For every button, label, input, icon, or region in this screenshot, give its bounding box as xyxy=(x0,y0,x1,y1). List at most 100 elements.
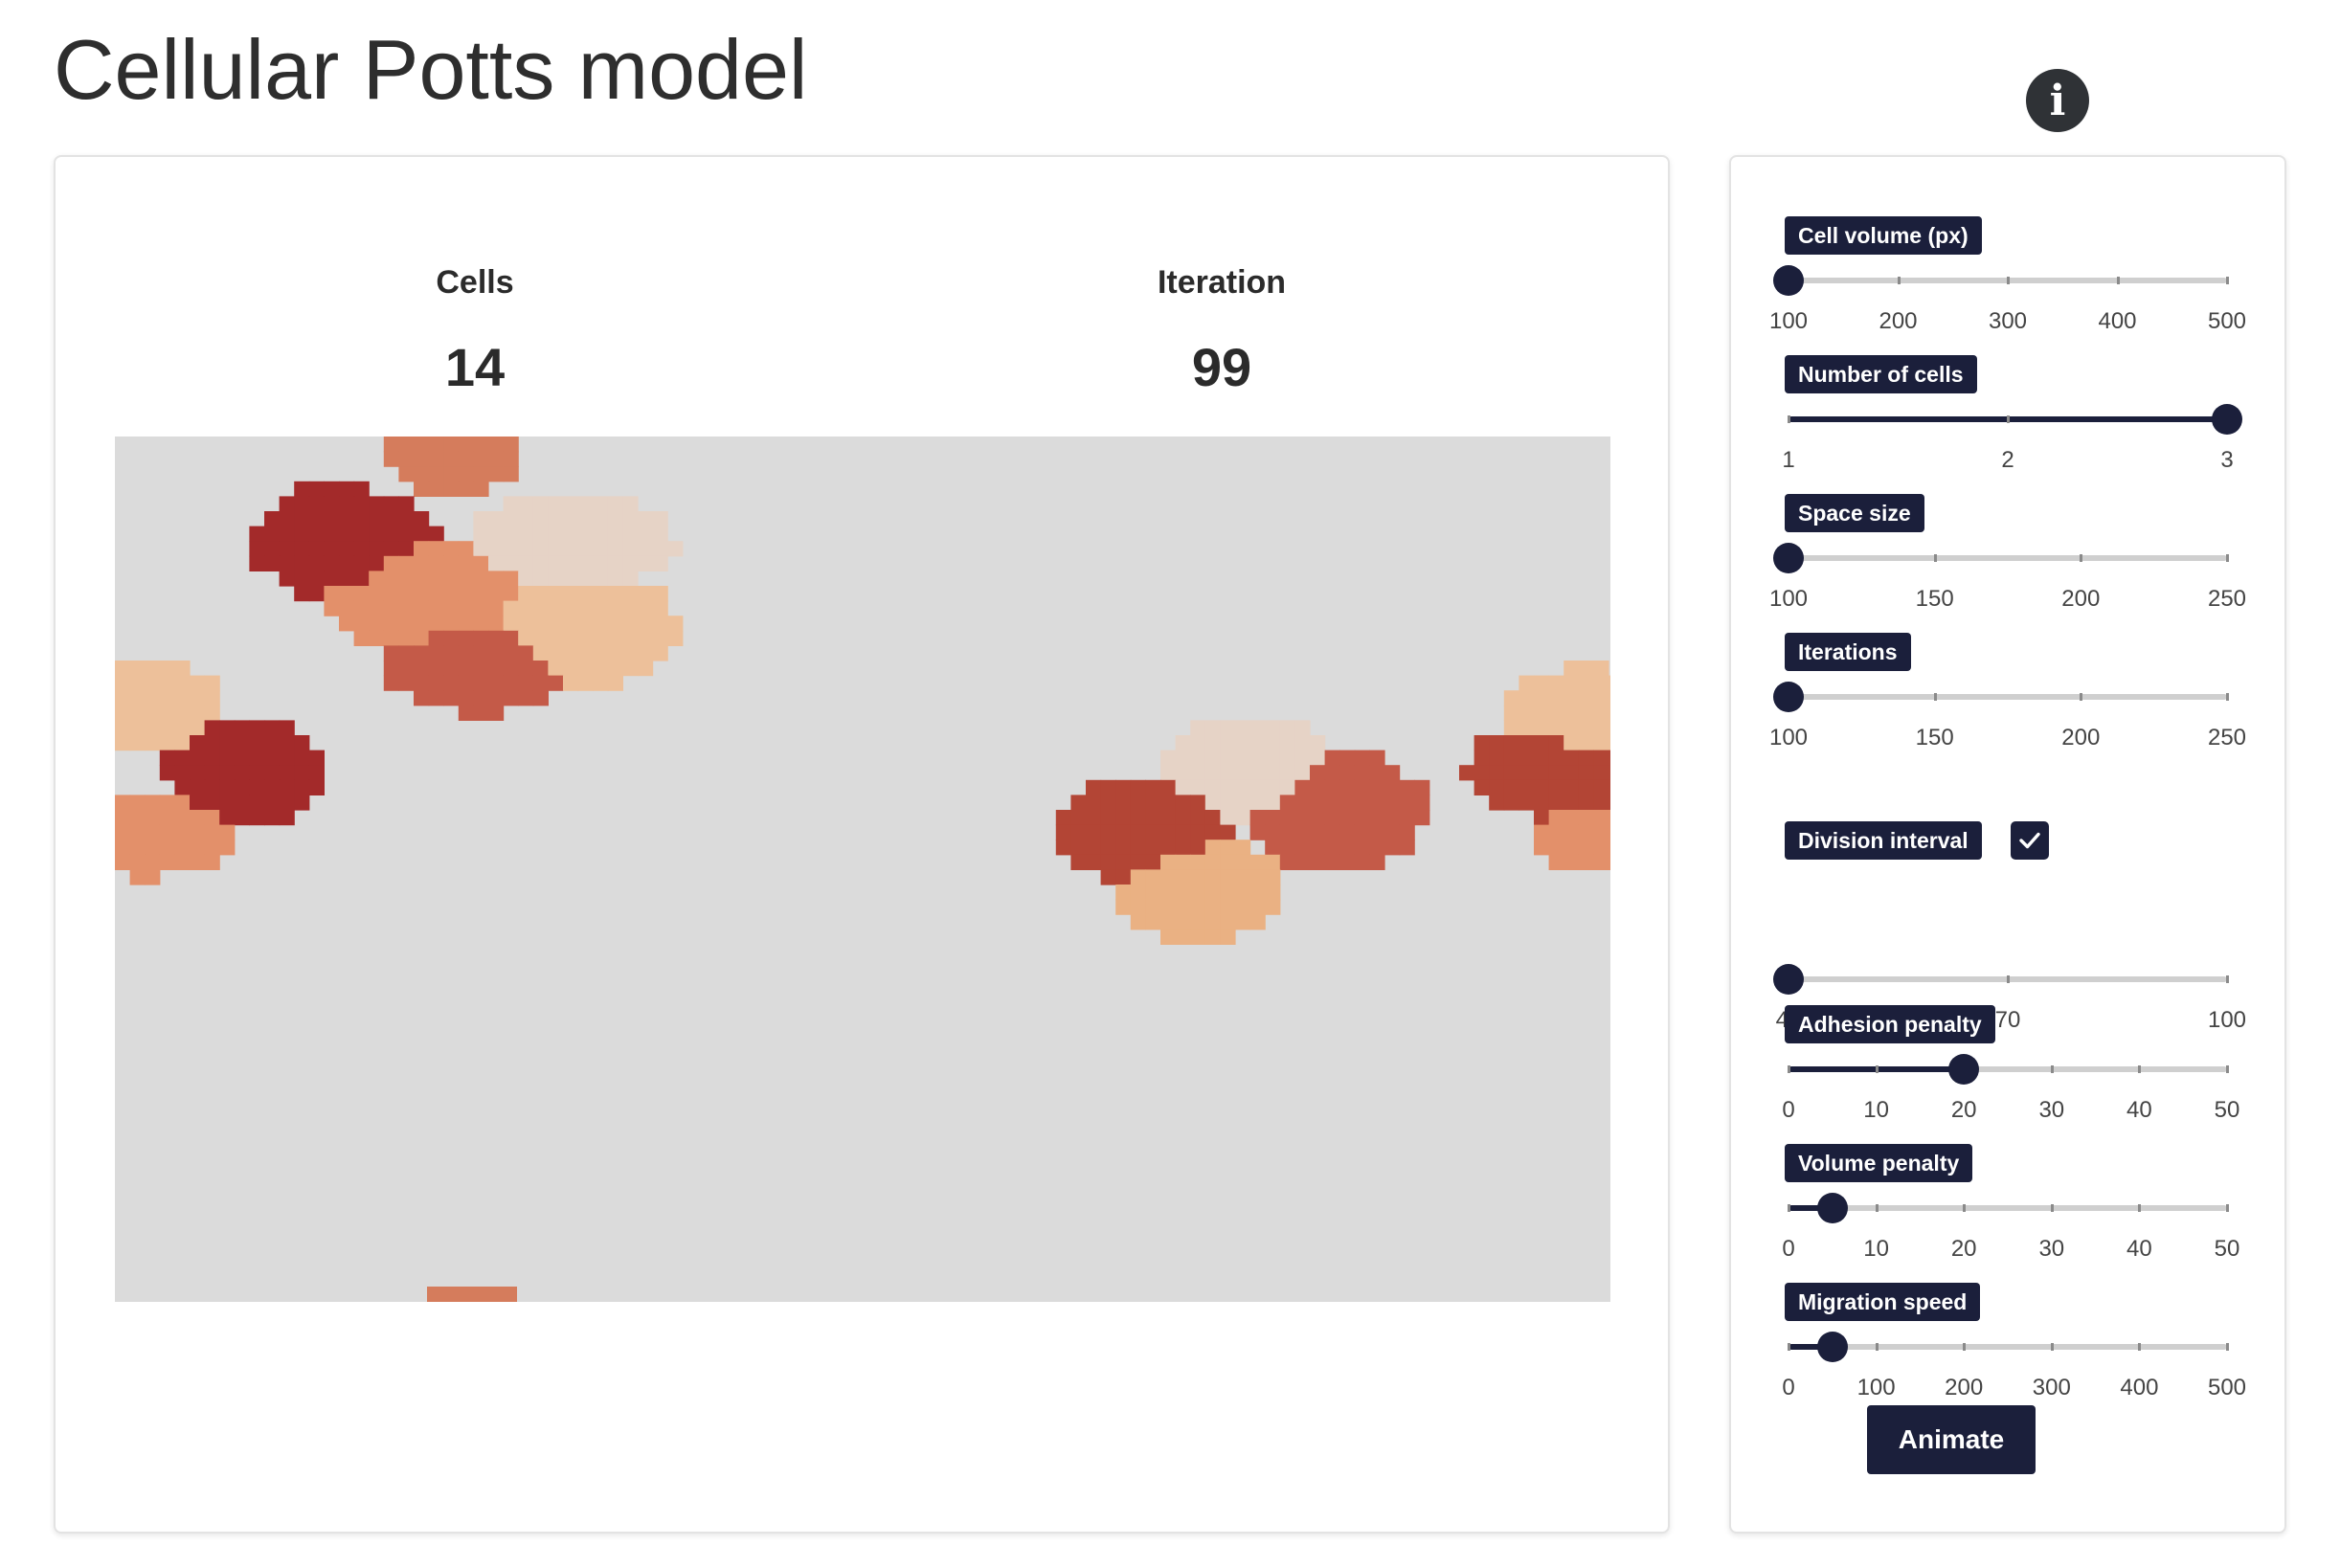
cell-pixel xyxy=(204,750,220,766)
cell-pixel xyxy=(488,645,505,661)
cell-pixel xyxy=(593,541,609,557)
cell-pixel xyxy=(1339,854,1356,870)
cell-pixel xyxy=(1519,690,1535,706)
cell-pixel xyxy=(1070,824,1087,840)
iterations-slider[interactable] xyxy=(1773,682,2229,712)
space-size-slider[interactable] xyxy=(1773,543,2229,573)
volume-penalty-tick-label: 10 xyxy=(1863,1236,1889,1262)
cell-pixel xyxy=(1564,675,1580,691)
info-button[interactable]: i xyxy=(2026,69,2089,132)
control-space-size: Space size 100 150 200 250 xyxy=(1731,494,2288,638)
cell-pixel xyxy=(1160,765,1177,781)
cell-volume-slider-thumb[interactable] xyxy=(1773,265,1804,296)
cell-pixel xyxy=(1265,840,1281,856)
division-interval-slider-thumb[interactable] xyxy=(1773,964,1804,995)
cell-pixel xyxy=(174,840,191,856)
cell-pixel xyxy=(1564,690,1580,706)
cell-pixel xyxy=(129,810,146,826)
cell-pixel xyxy=(1145,824,1161,840)
cell-pixel xyxy=(308,541,325,557)
cell-volume-slider[interactable] xyxy=(1773,265,2229,296)
cell-pixel xyxy=(1339,795,1356,811)
cell-pixel xyxy=(1548,824,1564,840)
cell-pixel xyxy=(279,541,295,557)
cell-pixel xyxy=(1279,735,1295,751)
cell-pixel xyxy=(145,810,161,826)
cell-pixel xyxy=(1564,750,1580,766)
cell-pixel xyxy=(1145,914,1161,930)
cell-pixel xyxy=(1175,854,1191,870)
migration-speed-slider-thumb[interactable] xyxy=(1816,1332,1848,1362)
cell-pixel xyxy=(1593,675,1609,691)
cell-pixel xyxy=(443,645,460,661)
cell-pixel xyxy=(548,555,564,571)
cell-pixel xyxy=(383,571,399,587)
division-interval-slider-tick xyxy=(2007,975,2010,983)
cell-pixel xyxy=(1279,824,1295,840)
cell-pixel xyxy=(369,586,385,602)
adhesion-penalty-slider[interactable] xyxy=(1788,1054,2229,1085)
cell-pixel xyxy=(488,600,505,616)
cell-pixel xyxy=(308,526,325,542)
adhesion-penalty-slider-thumb[interactable] xyxy=(1948,1054,1980,1085)
division-interval-checkbox[interactable] xyxy=(2011,821,2049,860)
cell-pixel xyxy=(1115,779,1132,795)
cell-pixel xyxy=(473,705,489,721)
volume-penalty-slider-tick xyxy=(2050,1204,2054,1212)
number-of-cells-slider[interactable] xyxy=(1788,404,2242,435)
cell-pixel xyxy=(339,496,355,512)
cell-pixel xyxy=(145,661,161,677)
division-interval-slider[interactable] xyxy=(1773,964,2229,995)
cell-pixel xyxy=(159,720,175,736)
cell-pixel xyxy=(427,1287,517,1302)
iterations-slider-thumb[interactable] xyxy=(1773,682,1804,712)
cell-pixel xyxy=(488,616,505,632)
cell-volume-slider-tick xyxy=(2116,277,2120,284)
cell-pixel xyxy=(414,675,430,691)
cell-pixel xyxy=(1249,779,1266,795)
cell-pixel xyxy=(563,645,579,661)
cell-pixel xyxy=(1100,824,1116,840)
cell-pixel xyxy=(294,779,310,795)
cell-pixel xyxy=(1070,854,1087,870)
migration-speed-slider[interactable] xyxy=(1788,1332,2229,1362)
check-icon xyxy=(2019,832,2040,849)
cell-pixel xyxy=(1160,899,1177,915)
volume-penalty-slider[interactable] xyxy=(1788,1193,2229,1223)
animate-button[interactable]: Animate xyxy=(1867,1405,2036,1474)
cell-pixel xyxy=(1593,795,1609,811)
cell-pixel xyxy=(1160,824,1177,840)
cell-pixel xyxy=(1279,840,1295,856)
cell-pixel xyxy=(1175,810,1191,826)
cell-pixel xyxy=(503,616,519,632)
cell-pixel xyxy=(383,555,399,571)
cell-pixel xyxy=(1175,779,1191,795)
cell-pixel xyxy=(518,690,534,706)
cell-pixel xyxy=(1534,824,1550,840)
cell-pixel xyxy=(1354,854,1370,870)
cell-pixel xyxy=(115,840,131,856)
cell-pixel xyxy=(652,600,668,616)
cell-pixel xyxy=(1593,705,1609,721)
cell-pixel xyxy=(1204,869,1221,885)
cell-pixel xyxy=(458,690,474,706)
cell-pixel xyxy=(159,661,175,677)
control-migration-speed: Migration speed 0 100 200 300 400 500 xyxy=(1731,1283,2288,1426)
cell-pixel xyxy=(1310,765,1326,781)
cell-pixel xyxy=(1130,854,1146,870)
cell-pixel xyxy=(324,555,340,571)
cell-pixel xyxy=(159,765,175,781)
cell-pixel xyxy=(1190,854,1206,870)
cell-pixel xyxy=(1534,675,1550,691)
cell-pixel xyxy=(503,571,519,587)
space-size-slider-thumb[interactable] xyxy=(1773,543,1804,573)
volume-penalty-slider-thumb[interactable] xyxy=(1816,1193,1848,1223)
cell-pixel xyxy=(234,750,250,766)
migration-speed-slider-tick xyxy=(1875,1343,1879,1351)
cell-pixel xyxy=(1204,899,1221,915)
cell-pixel xyxy=(1609,765,1610,781)
cell-pixel xyxy=(518,571,534,587)
cell-pixel xyxy=(308,586,325,602)
number-of-cells-slider-thumb[interactable] xyxy=(2212,404,2242,435)
number-of-cells-slider-tick xyxy=(1788,415,1790,423)
